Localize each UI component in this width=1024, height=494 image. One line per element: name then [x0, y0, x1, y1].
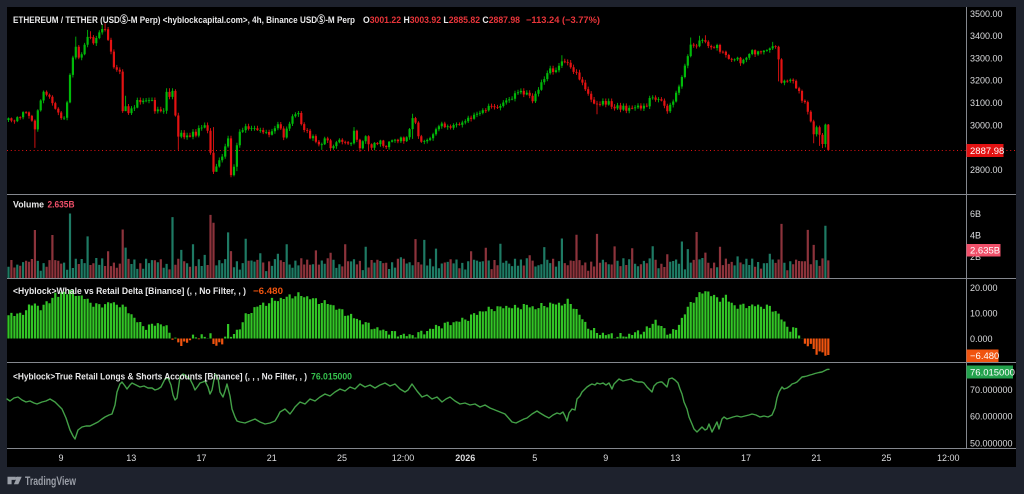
svg-text:13: 13: [126, 453, 136, 463]
svg-text:<Hyblock>Whale vs Retail Delta: <Hyblock>Whale vs Retail Delta [Binance]…: [13, 286, 246, 297]
svg-text:21: 21: [811, 453, 821, 463]
svg-text:2.635B: 2.635B: [48, 200, 75, 211]
svg-text:−6.480: −6.480: [253, 286, 283, 297]
svg-text:4B: 4B: [970, 230, 981, 240]
svg-text:50.000000: 50.000000: [970, 438, 1013, 448]
svg-text:17: 17: [196, 453, 206, 463]
svg-text:10.000: 10.000: [970, 308, 998, 318]
svg-text:3200.00: 3200.00: [970, 76, 1003, 86]
svg-text:−113.24 (−3.77%): −113.24 (−3.77%): [526, 15, 600, 26]
svg-text:3300.00: 3300.00: [970, 53, 1003, 63]
svg-text:60.000000: 60.000000: [970, 412, 1013, 422]
svg-text:70.000000: 70.000000: [970, 385, 1013, 395]
svg-text:ETHEREUM / TETHER (USDⓈ-M Perp: ETHEREUM / TETHER (USDⓈ-M Perp) <hyblock…: [13, 14, 355, 26]
svg-text:9: 9: [58, 453, 63, 463]
svg-text:12:00: 12:00: [392, 453, 415, 463]
svg-text:2800.00: 2800.00: [970, 165, 1003, 175]
svg-text:6B: 6B: [970, 209, 981, 219]
svg-text:17: 17: [741, 453, 751, 463]
svg-text:3400.00: 3400.00: [970, 31, 1003, 41]
svg-text:12:00: 12:00: [937, 453, 960, 463]
svg-text:76.015000: 76.015000: [311, 372, 352, 383]
svg-text:2.635B: 2.635B: [970, 246, 1000, 257]
svg-text:2026: 2026: [455, 453, 475, 463]
svg-text:3500.00: 3500.00: [970, 9, 1003, 19]
svg-text:2B: 2B: [970, 252, 981, 262]
svg-text:13: 13: [670, 453, 680, 463]
svg-text:25: 25: [337, 453, 347, 463]
svg-text:<Hyblock>True Retail Longs & S: <Hyblock>True Retail Longs & Shorts Acco…: [13, 372, 307, 383]
svg-text:3000.00: 3000.00: [970, 120, 1003, 130]
svg-text:20.000: 20.000: [970, 283, 998, 293]
svg-text:O3001.22 H3003.92 L2885.82 C28: O3001.22 H3003.92 L2885.82 C2887.98: [363, 15, 520, 26]
svg-text:TradingView: TradingView: [25, 476, 76, 488]
svg-text:Volume: Volume: [13, 200, 44, 211]
svg-text:21: 21: [267, 453, 277, 463]
svg-text:0.000: 0.000: [970, 334, 993, 344]
svg-text:25: 25: [881, 453, 891, 463]
svg-text:5: 5: [532, 453, 537, 463]
svg-text:9: 9: [603, 453, 608, 463]
svg-text:3100.00: 3100.00: [970, 98, 1003, 108]
svg-text:−6.480: −6.480: [970, 351, 999, 362]
svg-text:2887.98: 2887.98: [970, 146, 1004, 157]
svg-text:76.015000: 76.015000: [970, 367, 1015, 378]
